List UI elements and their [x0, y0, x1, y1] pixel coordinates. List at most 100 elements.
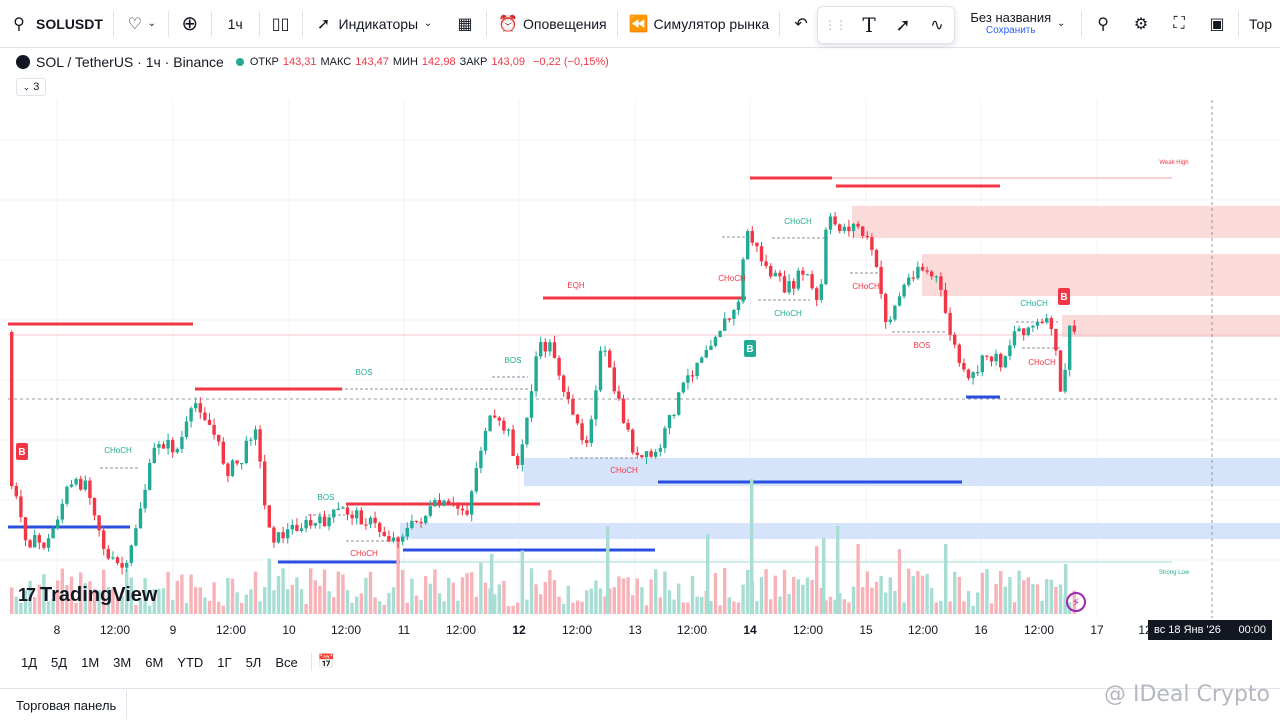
- fullscreen-button[interactable]: ⛶: [1160, 0, 1198, 48]
- range-button[interactable]: Все: [275, 654, 298, 670]
- candle-body: [893, 305, 897, 320]
- trendline-tool-icon[interactable]: ➚: [895, 14, 911, 35]
- chart-type-button[interactable]: ▯▯: [262, 0, 300, 48]
- candle-body: [842, 226, 846, 231]
- candle-body: [157, 444, 161, 448]
- time-axis[interactable]: 8 12:00 9 12:00 10 12:00 11 12:00 12 12:00 13 12:00…: [0, 618, 1280, 642]
- gear-icon: ⚙: [1133, 15, 1149, 33]
- signal-badge: [744, 340, 756, 357]
- save-link[interactable]: Сохранить: [985, 25, 1036, 37]
- range-button[interactable]: YTD: [177, 654, 204, 670]
- candle-body: [189, 408, 193, 422]
- symbol-search[interactable]: ⚲ SOLUSDT: [0, 0, 111, 48]
- time-tick-label: 9: [169, 623, 177, 637]
- volume-bar: [345, 590, 350, 614]
- volume-bar: [217, 601, 221, 614]
- volume-bar: [309, 568, 313, 614]
- replay-button[interactable]: ⏪ Симулятор рынка: [620, 0, 778, 48]
- legend-title[interactable]: SOL / TetherUS · 1ч · Binance: [36, 54, 224, 70]
- candle-body: [953, 334, 957, 345]
- volume-bar: [322, 569, 327, 614]
- settings-button[interactable]: ⚙: [1122, 0, 1160, 48]
- compare-button[interactable]: ⊕: [171, 0, 209, 48]
- volume-bar: [557, 596, 561, 614]
- interval-button[interactable]: 1ч: [214, 0, 257, 48]
- snapshot-button[interactable]: ▣: [1198, 0, 1236, 48]
- range-button[interactable]: 3М: [113, 654, 132, 670]
- pattern-tool-icon[interactable]: ∿: [930, 17, 944, 34]
- templates-button[interactable]: ▦: [446, 0, 484, 48]
- quick-search-button[interactable]: ⚲: [1084, 0, 1122, 48]
- signal-badge: [1058, 288, 1070, 305]
- range-button[interactable]: 5Д: [51, 654, 68, 670]
- volume-bar: [939, 600, 943, 614]
- candle-body: [424, 515, 428, 523]
- candle-body: [14, 486, 18, 497]
- calendar-range-icon[interactable]: 📅: [317, 654, 336, 670]
- volume-bar: [1012, 602, 1017, 614]
- volume-bar: [483, 582, 488, 614]
- candle-body: [815, 288, 819, 300]
- volume-bar: [332, 597, 336, 614]
- volume-bar: [207, 600, 212, 614]
- range-button[interactable]: 1Г: [217, 654, 232, 670]
- signal-badge: [16, 443, 28, 460]
- volume-bar: [828, 596, 833, 614]
- range-button[interactable]: 1Д: [21, 654, 38, 670]
- volume-bar: [166, 571, 170, 614]
- volume-bar: [460, 577, 465, 614]
- range-button[interactable]: 5Л: [245, 654, 262, 670]
- volume-bar: [1064, 564, 1068, 614]
- candle-body: [994, 353, 998, 362]
- candle-body: [649, 451, 653, 457]
- candle-body: [1026, 327, 1030, 335]
- trade-button[interactable]: Тор: [1241, 0, 1280, 48]
- volume-bar: [1035, 584, 1040, 614]
- trading-panel-tab[interactable]: Торговая панель: [6, 691, 128, 719]
- volume-bar: [51, 598, 55, 614]
- candlestick-chart[interactable]: CHoCH BOS BOS CHoCH BOS EQH CHoCH CHoCH CHoCH CHo…: [0, 100, 1280, 618]
- volume-bar: [263, 587, 267, 614]
- candle-body: [442, 500, 446, 506]
- volume-bar: [253, 571, 258, 614]
- chart-pane[interactable]: CHoCH BOS BOS CHoCH BOS EQH CHoCH CHoCH CHoCH CHo…: [0, 100, 1280, 618]
- indicators-button[interactable]: ➚ Индикаторы ⌄: [305, 0, 447, 48]
- candle-body: [207, 419, 212, 425]
- candle-body: [810, 274, 814, 289]
- candle-body: [594, 390, 598, 420]
- watchlist-flag-button[interactable]: ♡ ⌄: [116, 0, 166, 48]
- candle-body: [19, 496, 23, 518]
- volume-bar: [428, 583, 432, 614]
- candle-body: [10, 332, 14, 487]
- candle-body: [120, 563, 124, 568]
- range-button[interactable]: 6М: [145, 654, 164, 670]
- volume-bar: [65, 585, 69, 614]
- alerts-button[interactable]: ⏰ Оповещения: [489, 0, 615, 48]
- cursor-date: вс 18 Янв '26: [1154, 624, 1221, 636]
- range-button[interactable]: 1М: [81, 654, 100, 670]
- signal-badge-label: B: [1060, 292, 1067, 303]
- candle-body: [718, 330, 722, 338]
- volume-bar: [97, 590, 101, 614]
- lightning-icon[interactable]: ⚡: [1066, 592, 1086, 612]
- candle-body: [506, 429, 511, 431]
- volume-bar: [677, 583, 681, 614]
- volume-bar: [451, 582, 455, 614]
- candle-body: [414, 520, 419, 523]
- candle-body: [97, 515, 101, 531]
- candle-body: [171, 439, 175, 453]
- indicators-collapse-button[interactable]: ⌄ 3: [16, 78, 46, 96]
- layout-menu[interactable]: Без названия Сохранить ⌄: [956, 0, 1079, 48]
- candle-body: [322, 516, 327, 527]
- candle-body: [999, 353, 1003, 368]
- undo-button[interactable]: ↶: [782, 0, 820, 48]
- volume-bar: [612, 587, 616, 614]
- volume-bar: [571, 602, 575, 614]
- text-tool-icon[interactable]: T: [862, 13, 876, 37]
- volume-bar: [686, 602, 690, 614]
- volume-bar: [327, 591, 331, 614]
- drag-handle-icon[interactable]: ⋮⋮: [824, 18, 847, 32]
- chart-legend: SOL / TetherUS · 1ч · Binance ОТКР 143,31…: [16, 54, 609, 70]
- volume-bar: [10, 587, 14, 614]
- candle-body: [736, 301, 741, 310]
